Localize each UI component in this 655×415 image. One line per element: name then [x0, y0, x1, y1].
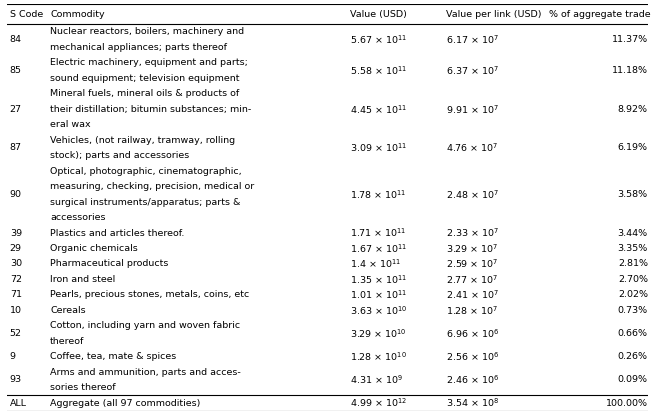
Text: 9: 9 — [10, 352, 16, 361]
Text: 1.78 × 10$^{11}$: 1.78 × 10$^{11}$ — [350, 188, 406, 201]
Text: 3.35%: 3.35% — [618, 244, 648, 253]
Text: Cereals: Cereals — [50, 306, 86, 315]
Text: 3.09 × 10$^{11}$: 3.09 × 10$^{11}$ — [350, 142, 407, 154]
Text: 10: 10 — [10, 306, 22, 315]
Text: 11.37%: 11.37% — [612, 35, 648, 44]
Text: 2.70%: 2.70% — [618, 275, 648, 284]
Text: 3.44%: 3.44% — [618, 229, 648, 237]
Text: 3.54 × 10$^{8}$: 3.54 × 10$^{8}$ — [446, 397, 499, 410]
Text: 1.67 × 10$^{11}$: 1.67 × 10$^{11}$ — [350, 242, 407, 255]
Text: their distillation; bitumin substances; min-: their distillation; bitumin substances; … — [50, 105, 252, 114]
Text: 1.28 × 10$^{7}$: 1.28 × 10$^{7}$ — [446, 304, 498, 317]
Text: 4.99 × 10$^{12}$: 4.99 × 10$^{12}$ — [350, 397, 407, 410]
Text: 2.81%: 2.81% — [618, 259, 648, 269]
Text: 0.09%: 0.09% — [618, 376, 648, 384]
Text: 3.29 × 10$^{10}$: 3.29 × 10$^{10}$ — [350, 327, 407, 340]
Text: Organic chemicals: Organic chemicals — [50, 244, 138, 253]
Text: 11.18%: 11.18% — [612, 66, 648, 75]
Text: Pearls, precious stones, metals, coins, etc: Pearls, precious stones, metals, coins, … — [50, 290, 250, 299]
Text: stock); parts and accessories: stock); parts and accessories — [50, 151, 189, 160]
Text: 9.91 × 10$^{7}$: 9.91 × 10$^{7}$ — [446, 103, 499, 116]
Text: Electric machinery, equipment and parts;: Electric machinery, equipment and parts; — [50, 59, 248, 67]
Text: 1.28 × 10$^{10}$: 1.28 × 10$^{10}$ — [350, 350, 407, 363]
Text: 2.56 × 10$^{6}$: 2.56 × 10$^{6}$ — [446, 350, 500, 363]
Text: 6.37 × 10$^{7}$: 6.37 × 10$^{7}$ — [446, 64, 499, 77]
Text: 93: 93 — [10, 376, 22, 384]
Text: 0.66%: 0.66% — [618, 329, 648, 338]
Text: Value (USD): Value (USD) — [350, 10, 407, 19]
Text: Aggregate (all 97 commodities): Aggregate (all 97 commodities) — [50, 399, 200, 408]
Text: 39: 39 — [10, 229, 22, 237]
Text: 1.01 × 10$^{11}$: 1.01 × 10$^{11}$ — [350, 288, 407, 301]
Text: 100.00%: 100.00% — [606, 399, 648, 408]
Text: Value per link (USD): Value per link (USD) — [446, 10, 542, 19]
Text: 5.58 × 10$^{11}$: 5.58 × 10$^{11}$ — [350, 64, 407, 77]
Text: Vehicles, (not railway, tramway, rolling: Vehicles, (not railway, tramway, rolling — [50, 136, 235, 145]
Text: Commodity: Commodity — [50, 10, 105, 19]
Text: 2.48 × 10$^{7}$: 2.48 × 10$^{7}$ — [446, 188, 499, 201]
Text: 5.67 × 10$^{11}$: 5.67 × 10$^{11}$ — [350, 34, 407, 46]
Text: mechanical appliances; parts thereof: mechanical appliances; parts thereof — [50, 43, 227, 52]
Text: 6.19%: 6.19% — [618, 144, 648, 152]
Text: 8.92%: 8.92% — [618, 105, 648, 114]
Text: 4.31 × 10$^{9}$: 4.31 × 10$^{9}$ — [350, 374, 403, 386]
Text: 3.58%: 3.58% — [618, 190, 648, 199]
Text: 2.33 × 10$^{7}$: 2.33 × 10$^{7}$ — [446, 227, 499, 239]
Text: 1.4 × 10$^{11}$: 1.4 × 10$^{11}$ — [350, 258, 401, 270]
Text: surgical instruments/apparatus; parts &: surgical instruments/apparatus; parts & — [50, 198, 240, 207]
Text: 0.26%: 0.26% — [618, 352, 648, 361]
Text: Nuclear reactors, boilers, machinery and: Nuclear reactors, boilers, machinery and — [50, 27, 244, 37]
Text: eral wax: eral wax — [50, 120, 91, 129]
Text: 2.46 × 10$^{6}$: 2.46 × 10$^{6}$ — [446, 374, 500, 386]
Text: 6.96 × 10$^{6}$: 6.96 × 10$^{6}$ — [446, 327, 500, 340]
Text: 4.76 × 10$^{7}$: 4.76 × 10$^{7}$ — [446, 142, 498, 154]
Text: ALL: ALL — [10, 399, 27, 408]
Text: 27: 27 — [10, 105, 22, 114]
Text: Arms and ammunition, parts and acces-: Arms and ammunition, parts and acces- — [50, 368, 241, 377]
Text: 1.71 × 10$^{11}$: 1.71 × 10$^{11}$ — [350, 227, 406, 239]
Text: 2.02%: 2.02% — [618, 290, 648, 299]
Text: Optical, photographic, cinematographic,: Optical, photographic, cinematographic, — [50, 167, 242, 176]
Text: 87: 87 — [10, 144, 22, 152]
Text: Coffee, tea, mate & spices: Coffee, tea, mate & spices — [50, 352, 176, 361]
Text: 0.73%: 0.73% — [618, 306, 648, 315]
Text: 72: 72 — [10, 275, 22, 284]
Text: measuring, checking, precision, medical or: measuring, checking, precision, medical … — [50, 182, 254, 191]
Text: 3.29 × 10$^{7}$: 3.29 × 10$^{7}$ — [446, 242, 498, 255]
Text: Iron and steel: Iron and steel — [50, 275, 115, 284]
Text: 29: 29 — [10, 244, 22, 253]
Text: Mineral fuels, mineral oils & products of: Mineral fuels, mineral oils & products o… — [50, 89, 240, 98]
Text: accessories: accessories — [50, 213, 105, 222]
Text: 2.41 × 10$^{7}$: 2.41 × 10$^{7}$ — [446, 288, 499, 301]
Text: 6.17 × 10$^{7}$: 6.17 × 10$^{7}$ — [446, 34, 499, 46]
Text: sories thereof: sories thereof — [50, 383, 116, 392]
Text: 52: 52 — [10, 329, 22, 338]
Text: 2.77 × 10$^{7}$: 2.77 × 10$^{7}$ — [446, 273, 498, 286]
Text: 4.45 × 10$^{11}$: 4.45 × 10$^{11}$ — [350, 103, 407, 116]
Text: 85: 85 — [10, 66, 22, 75]
Text: 90: 90 — [10, 190, 22, 199]
Text: Pharmaceutical products: Pharmaceutical products — [50, 259, 168, 269]
Text: 3.63 × 10$^{10}$: 3.63 × 10$^{10}$ — [350, 304, 407, 317]
Text: 84: 84 — [10, 35, 22, 44]
Text: % of aggregate trade: % of aggregate trade — [549, 10, 650, 19]
Text: S Code: S Code — [10, 10, 43, 19]
Text: Plastics and articles thereof.: Plastics and articles thereof. — [50, 229, 185, 237]
Text: 1.35 × 10$^{11}$: 1.35 × 10$^{11}$ — [350, 273, 407, 286]
Text: 71: 71 — [10, 290, 22, 299]
Text: 2.59 × 10$^{7}$: 2.59 × 10$^{7}$ — [446, 258, 498, 270]
Text: sound equipment; television equipment: sound equipment; television equipment — [50, 74, 240, 83]
Text: 30: 30 — [10, 259, 22, 269]
Text: Cotton, including yarn and woven fabric: Cotton, including yarn and woven fabric — [50, 321, 240, 330]
Text: thereof: thereof — [50, 337, 84, 346]
